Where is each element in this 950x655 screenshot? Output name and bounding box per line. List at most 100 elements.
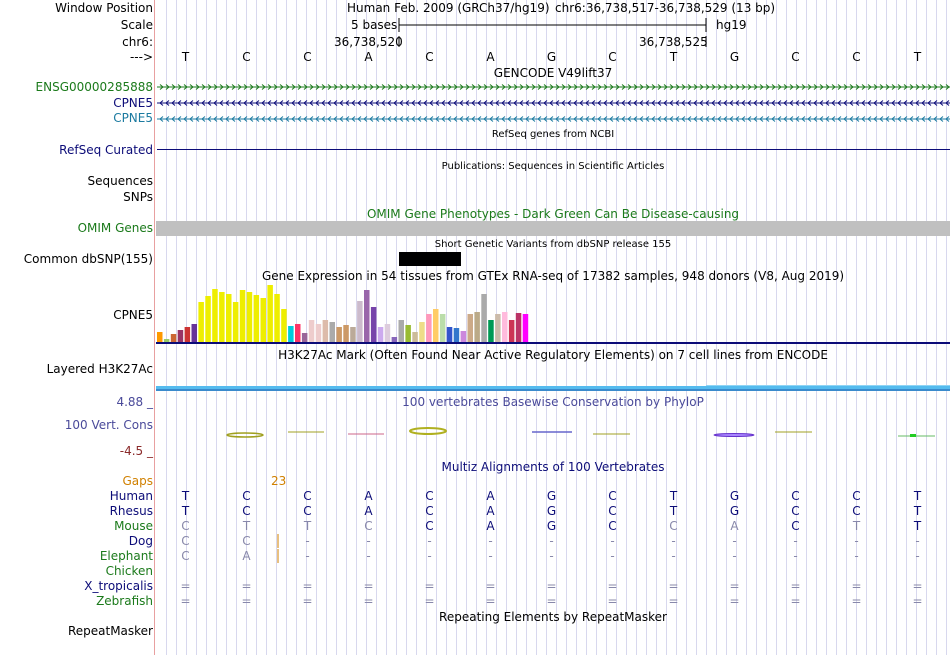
gtex-tissue-bar[interactable] <box>184 327 191 342</box>
dbsnp-track-title[interactable]: Short Genetic Variants from dbSNP releas… <box>434 239 672 250</box>
gtex-tissue-bar[interactable] <box>405 325 411 342</box>
gtex-tissue-bar[interactable] <box>212 289 218 342</box>
gtex-tissue-bar[interactable] <box>370 307 377 342</box>
gtex-track-title[interactable]: Gene Expression in 54 tissues from GTEx … <box>261 269 845 283</box>
publications-sequences-label[interactable]: Sequences <box>87 174 153 188</box>
gtex-tissue-bar[interactable] <box>170 334 177 342</box>
gtex-tissue-bar[interactable] <box>198 302 204 342</box>
strand-chevron <box>273 116 278 122</box>
gtex-tissue-bar[interactable] <box>336 327 342 342</box>
gtex-tissue-bar[interactable] <box>495 314 501 342</box>
refseq-curated-label[interactable]: RefSeq Curated <box>59 143 153 157</box>
aligned-base: = <box>729 579 740 593</box>
gtex-tissue-bar[interactable] <box>350 327 356 342</box>
gtex-tissue-bar[interactable] <box>157 332 163 342</box>
gtex-tissue-bar[interactable] <box>377 327 384 342</box>
gencode-gene-label-1[interactable]: ENSG00000285888 <box>35 80 153 94</box>
gencode-gene-label-3[interactable]: CPNE5 <box>113 111 153 125</box>
omim-feature-bar[interactable] <box>156 221 950 236</box>
strand-chevron <box>213 116 218 122</box>
gtex-tissue-bar[interactable] <box>453 328 460 342</box>
gtex-tissue-bar[interactable] <box>391 337 398 342</box>
h3k27ac-track-title[interactable]: H3K27Ac Mark (Often Found Near Active Re… <box>278 348 828 362</box>
omim-genes-label[interactable]: OMIM Genes <box>77 221 153 235</box>
gtex-tissue-bar[interactable] <box>315 324 322 342</box>
gencode-gene-label-2[interactable]: CPNE5 <box>113 96 153 110</box>
dbsnp-variant[interactable] <box>399 252 461 266</box>
species-label[interactable]: Mouse <box>114 519 153 533</box>
gencode-gene-features[interactable] <box>0 0 950 130</box>
gtex-tissue-bar[interactable] <box>205 296 211 342</box>
multiz-track-title[interactable]: Multiz Alignments of 100 Vertebrates <box>441 460 665 474</box>
gtex-tissue-bar[interactable] <box>502 312 508 342</box>
gtex-gene-label[interactable]: CPNE5 <box>113 308 153 322</box>
gtex-tissue-bar[interactable] <box>384 324 391 342</box>
species-label[interactable]: Zebrafish <box>96 594 153 608</box>
species-label[interactable]: Human <box>109 489 153 503</box>
gtex-tissue-bar[interactable] <box>522 314 529 342</box>
gtex-tissue-bar[interactable] <box>488 320 494 342</box>
gtex-tissue-bar[interactable] <box>419 322 425 342</box>
species-label[interactable]: Elephant <box>99 549 153 563</box>
strand-chevron <box>633 100 638 106</box>
repeatmasker-track-title[interactable]: Repeating Elements by RepeatMasker <box>439 610 667 624</box>
phylop-signal[interactable] <box>0 0 950 460</box>
gtex-tissue-bar[interactable] <box>433 309 439 342</box>
gtex-tissue-bar[interactable] <box>163 339 170 342</box>
gtex-tissue-bar[interactable] <box>329 322 336 342</box>
gtex-tissue-bar[interactable] <box>467 314 474 342</box>
gtex-tissue-bar[interactable] <box>288 326 294 342</box>
gtex-tissue-bar[interactable] <box>281 309 287 342</box>
repeatmasker-label[interactable]: RepeatMasker <box>67 624 153 638</box>
gtex-expression-chart[interactable] <box>0 0 950 350</box>
gtex-tissue-bar[interactable] <box>219 292 225 342</box>
strand-chevron <box>267 100 272 106</box>
refseq-gene-line[interactable] <box>0 0 950 160</box>
gtex-tissue-bar[interactable] <box>253 295 260 342</box>
gtex-tissue-bar[interactable] <box>239 290 246 342</box>
gtex-tissue-bar[interactable] <box>322 320 329 342</box>
species-label[interactable]: Dog <box>128 534 153 548</box>
gencode-track-title[interactable]: GENCODE V49lift37 <box>493 66 613 80</box>
gtex-tissue-bar[interactable] <box>364 290 370 342</box>
gtex-tissue-bar[interactable] <box>232 302 239 342</box>
gtex-tissue-bar[interactable] <box>177 330 184 342</box>
gtex-tissue-bar[interactable] <box>274 294 280 342</box>
h3k27ac-label[interactable]: Layered H3K27Ac <box>46 362 153 376</box>
gtex-tissue-bar[interactable] <box>267 285 273 342</box>
gtex-tissue-bar[interactable] <box>246 292 253 342</box>
strand-chevron <box>777 116 782 122</box>
gtex-tissue-bar[interactable] <box>426 314 432 342</box>
strand-chevron <box>447 116 452 122</box>
gtex-tissue-bar[interactable] <box>446 327 453 342</box>
phylop-label[interactable]: 100 Vert. Cons <box>64 418 153 432</box>
publications-snps-label[interactable]: SNPs <box>123 190 153 204</box>
strand-chevron <box>627 116 632 122</box>
gtex-tissue-bar[interactable] <box>301 333 308 342</box>
gtex-tissue-bar[interactable] <box>460 331 467 342</box>
gtex-tissue-bar[interactable] <box>508 320 515 342</box>
gtex-tissue-bar[interactable] <box>343 325 349 342</box>
h3k27ac-signal[interactable] <box>0 0 950 395</box>
species-label[interactable]: X_tropicalis <box>84 579 153 593</box>
publications-track-title[interactable]: Publications: Sequences in Scientific Ar… <box>441 161 665 172</box>
strand-chevron <box>255 84 260 90</box>
gtex-tissue-bar[interactable] <box>412 332 418 342</box>
dbsnp-label[interactable]: Common dbSNP(155) <box>23 252 153 266</box>
species-label[interactable]: Chicken <box>105 564 153 578</box>
gtex-tissue-bar[interactable] <box>439 314 446 342</box>
gtex-tissue-bar[interactable] <box>515 313 522 342</box>
species-label[interactable]: Rhesus <box>109 504 153 518</box>
gtex-tissue-bar[interactable] <box>260 298 267 342</box>
gtex-tissue-bar[interactable] <box>295 324 301 342</box>
refseq-track-title[interactable]: RefSeq genes from NCBI <box>491 129 615 140</box>
gtex-tissue-bar[interactable] <box>357 301 363 342</box>
gtex-tissue-bar[interactable] <box>398 320 405 342</box>
gtex-tissue-bar[interactable] <box>481 294 487 342</box>
gtex-tissue-bar[interactable] <box>308 320 315 342</box>
gtex-tissue-bar[interactable] <box>226 294 232 342</box>
gtex-tissue-bar[interactable] <box>474 312 480 342</box>
gtex-tissue-bar[interactable] <box>191 324 198 342</box>
omim-track-title[interactable]: OMIM Gene Phenotypes - Dark Green Can Be… <box>366 207 740 221</box>
phylop-track-title[interactable]: 100 vertebrates Basewise Conservation by… <box>402 395 704 409</box>
